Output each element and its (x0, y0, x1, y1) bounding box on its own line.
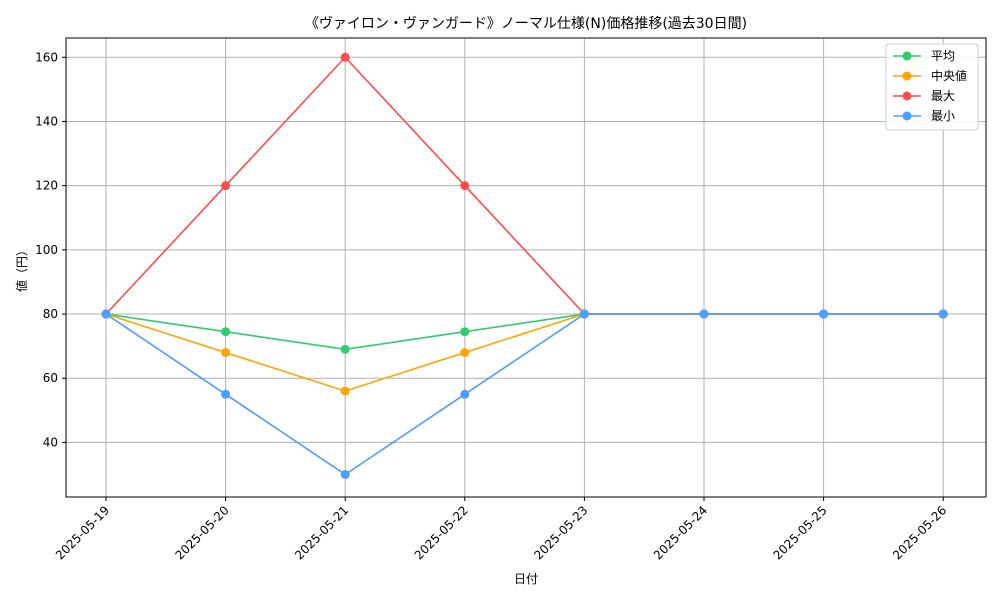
series-line (105, 313, 944, 476)
legend-item: 最小 (893, 109, 955, 123)
legend-marker (902, 51, 912, 61)
x-axis-label: 日付 (514, 572, 538, 586)
legend-marker (902, 111, 912, 121)
data-point (221, 181, 231, 191)
y-tick-label: 120 (35, 179, 58, 193)
data-point (221, 348, 231, 358)
data-point (221, 389, 231, 399)
legend-item: 中央値 (893, 68, 967, 83)
y-tick-label: 60 (43, 371, 58, 385)
y-tick-label: 100 (35, 243, 58, 257)
legend-label: 最大 (931, 89, 955, 103)
data-point (460, 327, 470, 337)
data-point (340, 52, 350, 62)
plot-frame (65, 37, 987, 498)
data-point (340, 386, 350, 396)
legend-item: 平均 (893, 49, 955, 63)
legend-item: 最大 (893, 89, 955, 103)
data-point (819, 309, 829, 319)
data-point (460, 389, 470, 399)
data-point (340, 470, 350, 480)
legend-label: 最小 (931, 109, 955, 123)
data-point (340, 344, 350, 354)
legend-label: 中央値 (931, 68, 967, 83)
data-point (699, 309, 709, 319)
y-tick-label: 40 (43, 435, 58, 449)
data-point (221, 327, 231, 337)
y-axis-ticks: 40 60 80 100 120 140 160 (35, 50, 66, 449)
legend-box (885, 43, 979, 131)
data-point (938, 309, 948, 319)
legend-label: 平均 (931, 49, 955, 63)
y-tick-label: 80 (43, 307, 58, 321)
data-point (101, 309, 111, 319)
y-tick-label: 160 (35, 50, 58, 64)
chart-title: 《ヴァイロン・ヴァンガード》ノーマル仕様(N)価格推移(過去30日間) (305, 15, 747, 32)
grid (66, 38, 986, 497)
data-point (460, 181, 470, 191)
y-axis-label: 値（円） (14, 244, 29, 292)
data-point (579, 309, 589, 319)
legend-marker (902, 71, 912, 81)
y-tick-label: 140 (35, 114, 58, 128)
legend-marker (902, 91, 912, 101)
series-3 (101, 309, 948, 480)
data-point (460, 348, 470, 358)
series-lines (101, 52, 948, 480)
